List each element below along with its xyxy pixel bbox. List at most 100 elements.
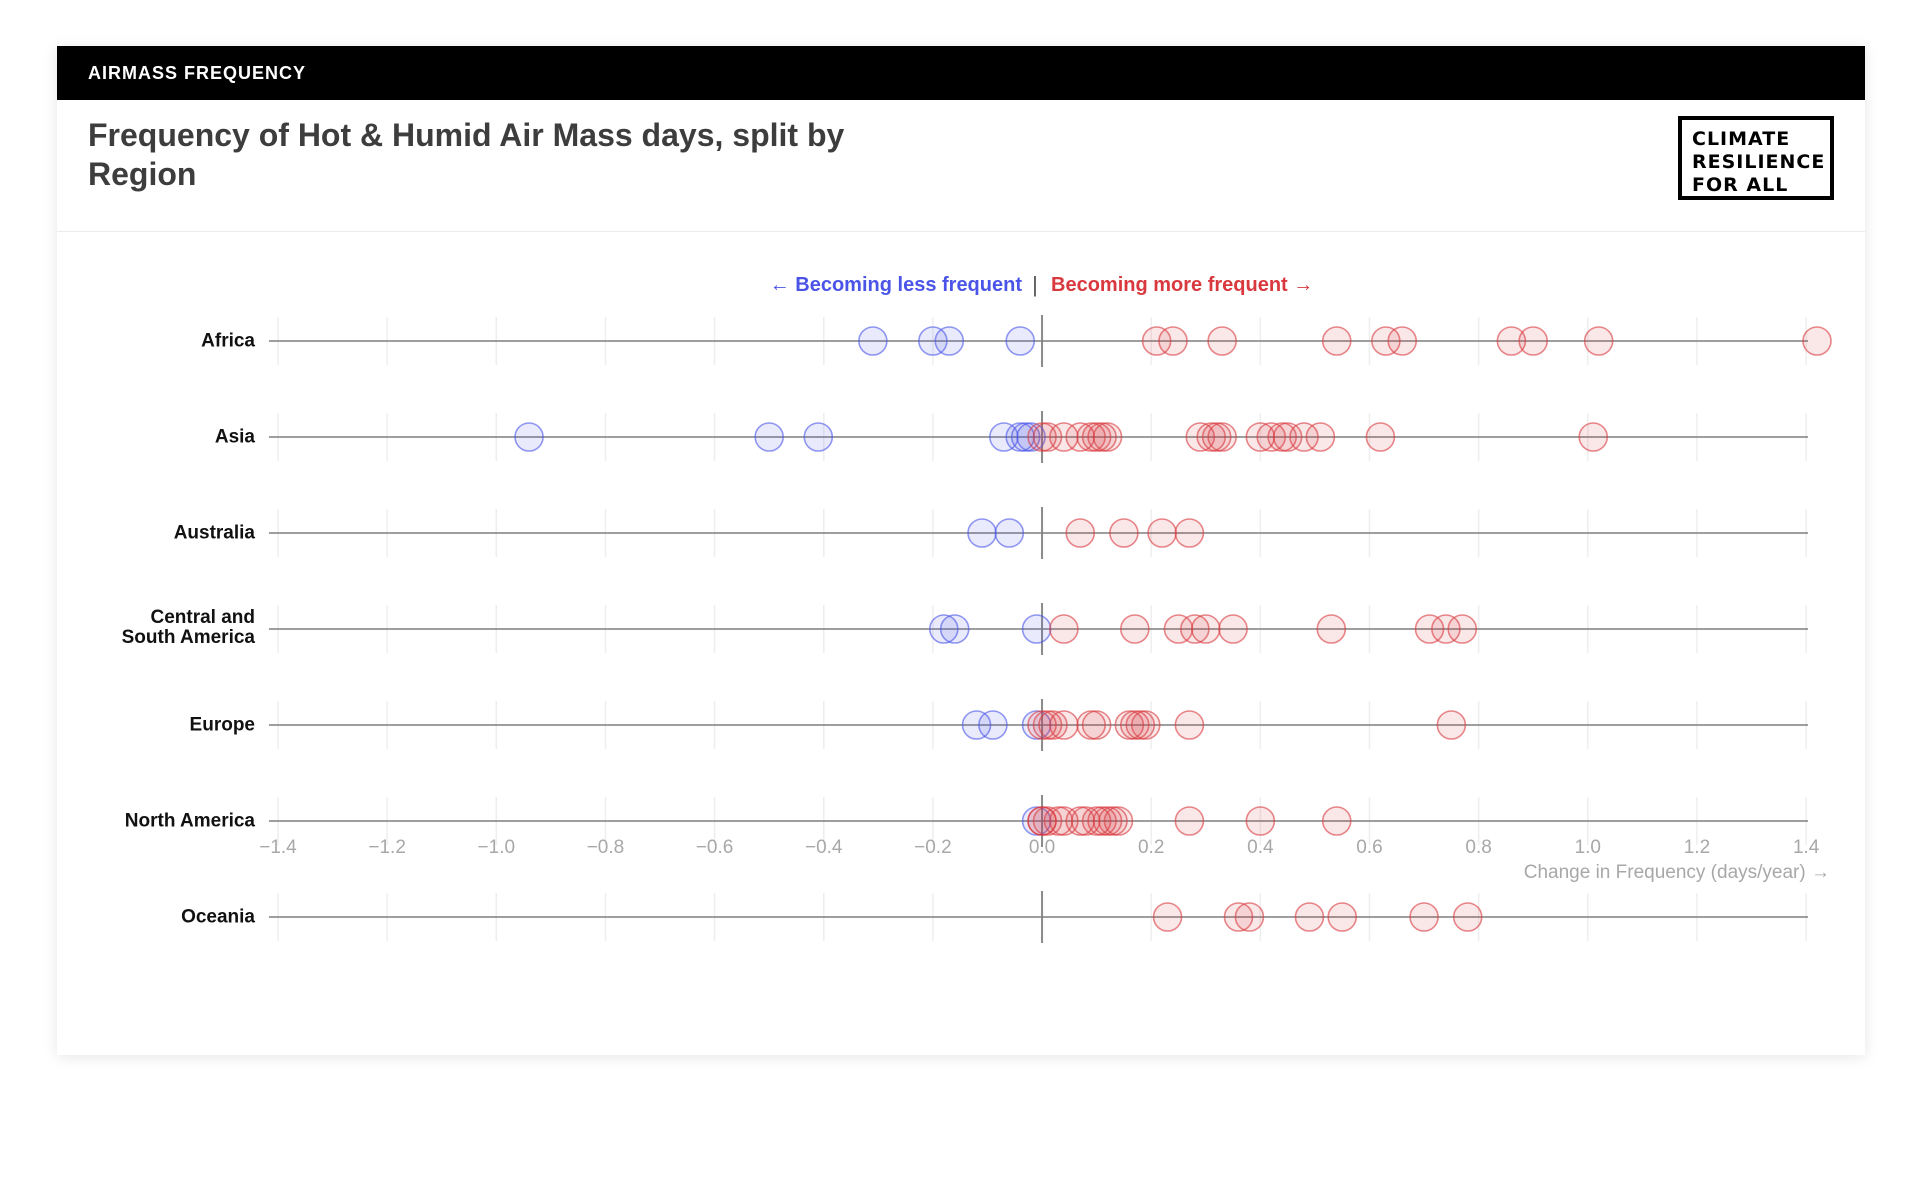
data-point [1120, 614, 1150, 644]
x-tick-label: 0.8 [1465, 837, 1491, 858]
logo-line-1: CLIMATE [1692, 128, 1791, 150]
x-tick-label: 0.6 [1356, 837, 1382, 858]
data-point [1414, 614, 1445, 644]
data-point [1436, 710, 1467, 740]
data-point [1431, 614, 1461, 644]
data-point [1305, 422, 1336, 452]
data-point [1141, 326, 1172, 356]
legend-less-frequent: ← Becoming less frequent [770, 274, 1023, 296]
data-point [1578, 422, 1609, 452]
x-tick-label: 0.0 [1029, 837, 1055, 858]
x-tick-label: 1.0 [1575, 837, 1601, 858]
data-point [1245, 806, 1276, 836]
data-point [1218, 614, 1248, 644]
data-point [1016, 422, 1046, 452]
x-axis-label: Change in Frequency (days/year) → [1524, 862, 1830, 883]
row-label: Oceania [181, 907, 255, 928]
data-point [1294, 902, 1325, 932]
data-point [1365, 422, 1396, 452]
data-point [1092, 422, 1123, 452]
data-point [918, 326, 948, 356]
data-point [994, 518, 1025, 548]
logo-line-2: RESILIENCE [1692, 151, 1826, 173]
row-label: Africa [201, 331, 255, 352]
data-point [1109, 518, 1139, 548]
data-point [1152, 902, 1183, 932]
logo-line-3: FOR ALL [1692, 174, 1789, 196]
x-tick-label: −0.8 [587, 837, 625, 858]
data-point [939, 614, 970, 644]
x-tick-label: 1.4 [1793, 837, 1820, 858]
data-point [1174, 710, 1205, 740]
data-point [1174, 518, 1205, 548]
data-point [1387, 326, 1418, 356]
data-point [961, 710, 992, 740]
data-point [1005, 326, 1036, 356]
data-point [1256, 422, 1287, 452]
plot-area: −1.4 −1.2 −1.0 −0.8 −0.6 −0.4 −0.2 0.0 0.2 0.4 0.6… [122, 315, 1832, 943]
data-point [967, 518, 997, 548]
x-tick-label: −0.6 [696, 837, 734, 858]
data-point [1103, 806, 1134, 836]
chart-card: AIRMASS FREQUENCY Frequency of Hot & Hum… [57, 46, 1865, 1055]
data-point [929, 614, 959, 644]
row-label: Asia [215, 427, 256, 448]
row-label: Central and South America [122, 607, 256, 648]
x-tick-label: 0.4 [1247, 837, 1274, 858]
chart-title: Frequency of Hot & Humid Air Mass days, … [88, 117, 845, 192]
legend-more-frequent: Becoming more frequent → [1051, 274, 1313, 296]
data-point [1583, 326, 1614, 356]
brand-logo: CLIMATE RESILIENCE FOR ALL [1678, 116, 1834, 200]
dot-plot: ← Becoming less frequent | Becoming more… [122, 272, 1832, 943]
x-tick-label: −1.2 [368, 837, 406, 858]
chart-header: Frequency of Hot & Humid Air Mass days, … [57, 100, 1865, 232]
data-point [1158, 326, 1188, 356]
data-point [1180, 614, 1210, 644]
row-label: North America [125, 811, 256, 832]
data-point [1174, 806, 1205, 836]
x-tick-label: 0.2 [1138, 837, 1164, 858]
data-point [1321, 806, 1352, 836]
row-label: Europe [190, 715, 255, 736]
row-label: Australia [174, 523, 256, 544]
data-point [1321, 326, 1352, 356]
x-tick-label: 1.2 [1684, 837, 1710, 858]
data-point [803, 422, 834, 452]
data-point [1021, 614, 1052, 644]
data-point [1049, 614, 1079, 644]
data-point [1032, 806, 1063, 836]
x-tick-label: −1.4 [259, 837, 297, 858]
data-point [1190, 614, 1221, 644]
data-point [1447, 614, 1478, 644]
x-tick-label: −0.4 [805, 837, 843, 858]
data-point [1038, 710, 1068, 740]
data-point [1496, 326, 1527, 356]
data-point [1327, 902, 1358, 932]
data-point [1032, 422, 1063, 452]
data-point [1802, 326, 1832, 356]
data-point [1185, 422, 1216, 452]
x-tick-label: −1.0 [478, 837, 516, 858]
data-point [1049, 710, 1079, 740]
data-point [1518, 326, 1549, 356]
data-point [858, 326, 888, 356]
data-point [1081, 710, 1112, 740]
data-point [1207, 422, 1237, 452]
data-point [1316, 614, 1347, 644]
data-point [1049, 806, 1079, 836]
section-label: AIRMASS FREQUENCY [57, 46, 1865, 100]
data-point [1272, 422, 1303, 452]
data-point [754, 422, 784, 452]
data-point [1452, 902, 1483, 932]
data-point [1065, 518, 1096, 548]
data-point [1130, 710, 1161, 740]
data-point [1207, 326, 1237, 356]
legend-separator: | [1032, 272, 1038, 297]
data-point [1234, 902, 1265, 932]
data-point [934, 326, 965, 356]
data-point [514, 422, 544, 452]
data-point [1409, 902, 1439, 932]
data-point [1223, 902, 1254, 932]
data-point [1289, 422, 1319, 452]
data-point [1147, 518, 1177, 548]
